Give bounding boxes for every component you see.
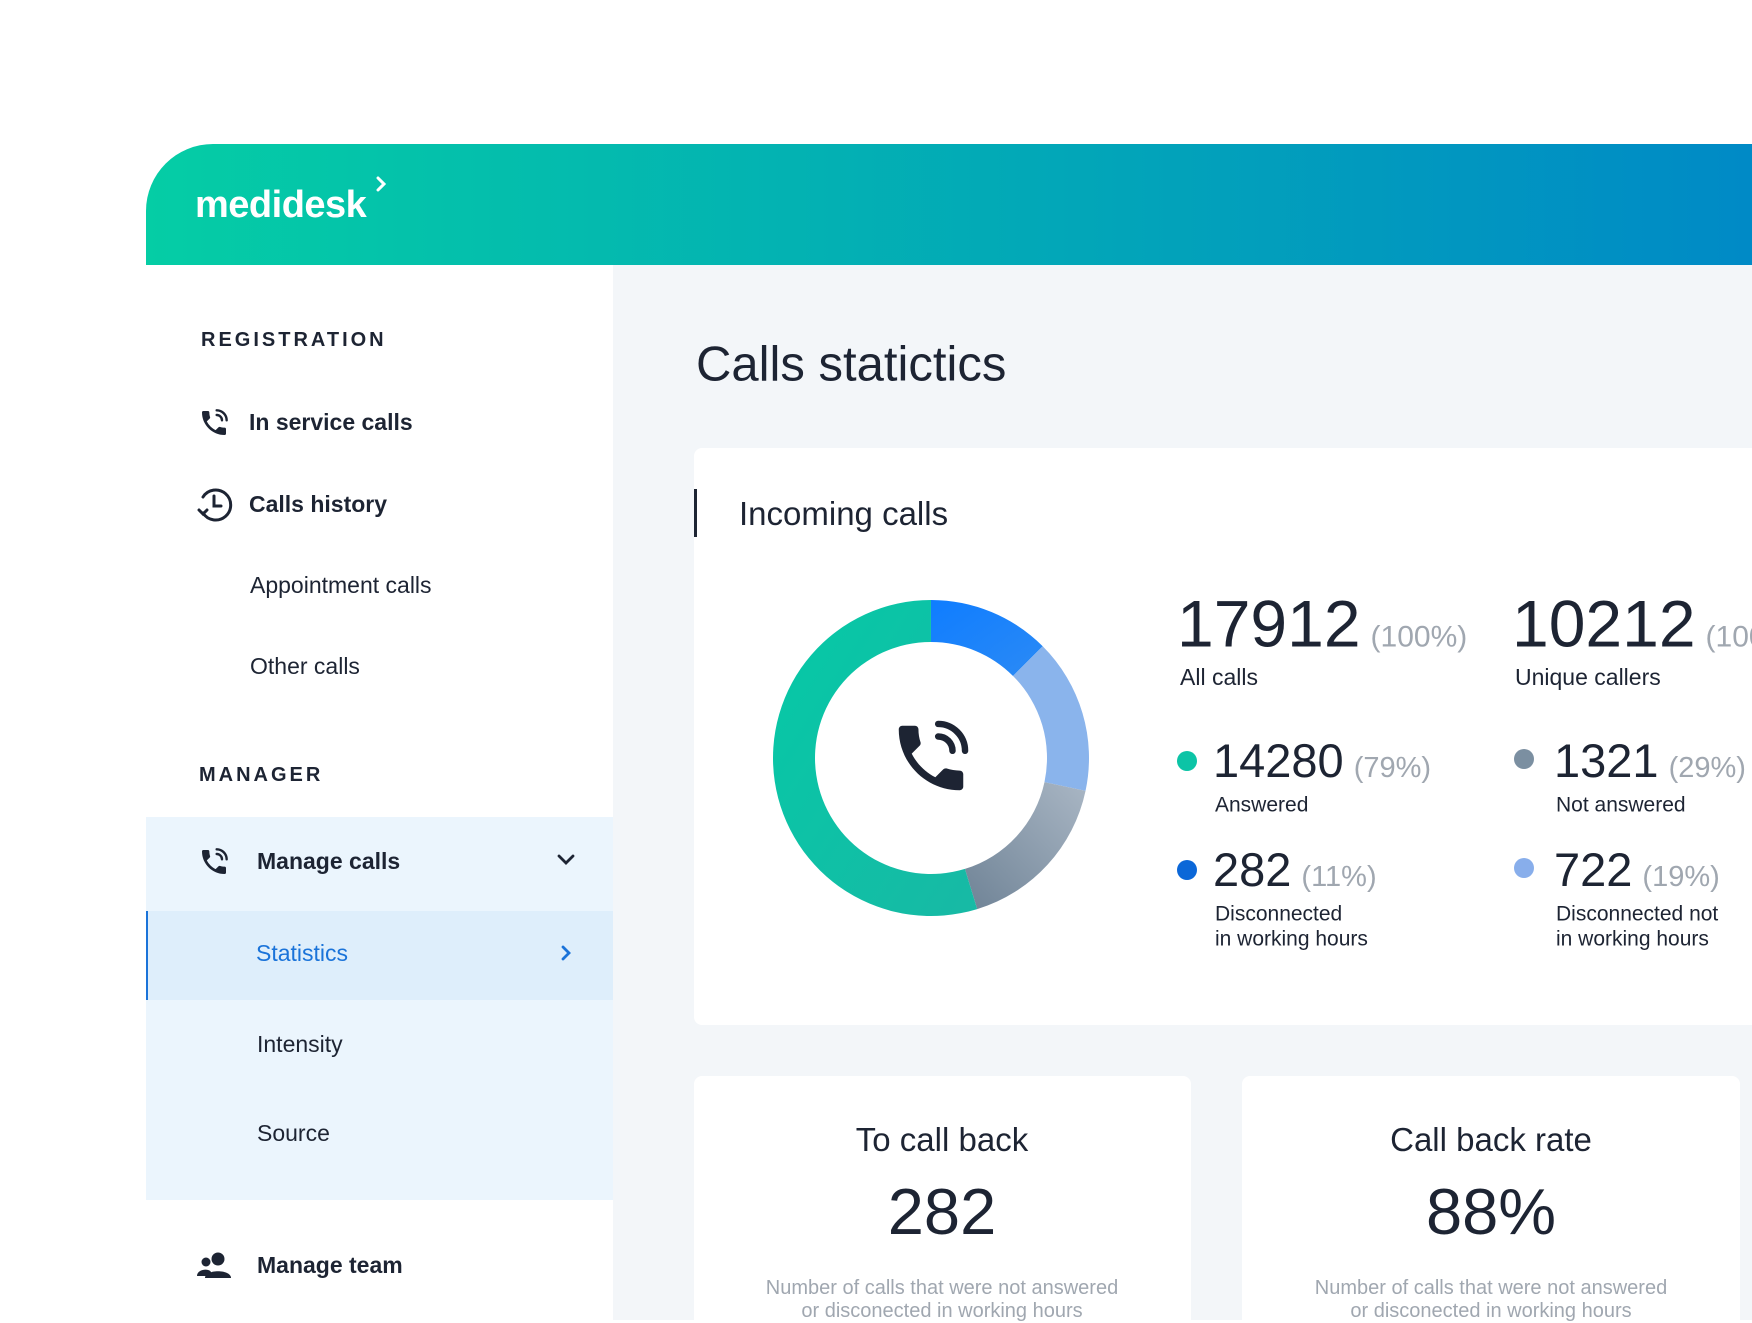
card-description: or disconected in working hours: [801, 1300, 1083, 1322]
stat-card: [694, 1076, 1191, 1320]
nav-item[interactable]: Source: [257, 1120, 330, 1147]
stat-label: in working hours: [1215, 927, 1368, 951]
nav-item[interactable]: Manage team: [257, 1252, 403, 1279]
logo-chevron: [376, 176, 387, 192]
stat-label: Disconnected not: [1556, 902, 1719, 926]
brand-logo: medidesk: [195, 184, 367, 227]
nav-item[interactable]: Manage calls: [257, 848, 401, 875]
card-value: 282: [887, 1175, 997, 1248]
submenu-bg: [146, 817, 613, 1200]
donut-segment: [773, 600, 978, 917]
stat-value: 282: [1213, 842, 1292, 896]
nav-item[interactable]: Appointment calls: [250, 572, 432, 599]
percent: (100%): [1705, 620, 1752, 654]
percent: (19%): [1642, 860, 1720, 893]
stat-label: All calls: [1180, 664, 1258, 691]
total-stat: 17912 (100%): [1177, 584, 1467, 663]
card-description: or disconected in working hours: [1350, 1300, 1632, 1322]
nav-item[interactable]: Calls history: [249, 491, 388, 518]
nav-item[interactable]: Other calls: [250, 653, 360, 680]
icon-clock: [197, 488, 233, 522]
header-bar: [146, 144, 1752, 265]
legend-dot: [1177, 860, 1197, 880]
donut-chart: [773, 600, 1089, 917]
card-value: 88%: [1425, 1175, 1557, 1248]
total-stat: 10212 (100%): [1512, 584, 1752, 663]
stat-value: 17912: [1177, 586, 1361, 661]
card-description: Number of calls that were not answered: [765, 1277, 1119, 1299]
breakdown-stat: 282 (11%): [1213, 842, 1377, 898]
percent: (11%): [1301, 860, 1377, 893]
stat-label: in working hours: [1556, 927, 1709, 951]
section-title: MANAGER: [199, 764, 324, 786]
percent: (79%): [1353, 751, 1432, 784]
chevron-down: [557, 854, 575, 865]
nav-item[interactable]: In service calls: [249, 409, 413, 436]
chevron-right: [561, 945, 571, 961]
legend-dot: [1177, 751, 1197, 771]
stat-value: 1321: [1554, 733, 1659, 787]
icon-team: [197, 1252, 231, 1278]
card-accent: [694, 489, 697, 537]
nav-item[interactable]: Statistics: [256, 940, 349, 967]
card-title: Call back rate: [1390, 1121, 1592, 1159]
stat-label: Answered: [1215, 793, 1309, 817]
nav-item[interactable]: Intensity: [257, 1031, 343, 1058]
page-title: Calls statictics: [696, 337, 1007, 392]
card-title: Incoming calls: [739, 495, 949, 533]
breakdown-stat: 14280 (79%): [1213, 733, 1431, 789]
section-title: REGISTRATION: [201, 329, 387, 351]
card-title: To call back: [855, 1121, 1029, 1159]
stat-value: 10212: [1512, 586, 1696, 661]
stat-label: Disconnected: [1215, 902, 1343, 926]
stat-value: 14280: [1213, 733, 1344, 787]
stat-label: Not answered: [1556, 793, 1686, 817]
donut-segment: [931, 600, 1043, 676]
card-description: Number of calls that were not answered: [1314, 1277, 1668, 1299]
stat-card: [1242, 1076, 1740, 1320]
stat-label: Unique callers: [1515, 664, 1661, 691]
breakdown-stat: 722 (19%): [1554, 842, 1720, 898]
percent: (29%): [1668, 751, 1746, 784]
legend-dot: [1514, 749, 1534, 769]
stat-value: 722: [1554, 842, 1633, 896]
donut-segment: [964, 782, 1086, 910]
percent: (100%): [1370, 620, 1468, 654]
active-indicator: [146, 911, 148, 1000]
active-item-bg: [146, 911, 613, 1000]
breakdown-stat: 1321 (29%): [1554, 733, 1746, 789]
legend-dot: [1514, 858, 1534, 878]
donut-segment: [1013, 646, 1089, 791]
